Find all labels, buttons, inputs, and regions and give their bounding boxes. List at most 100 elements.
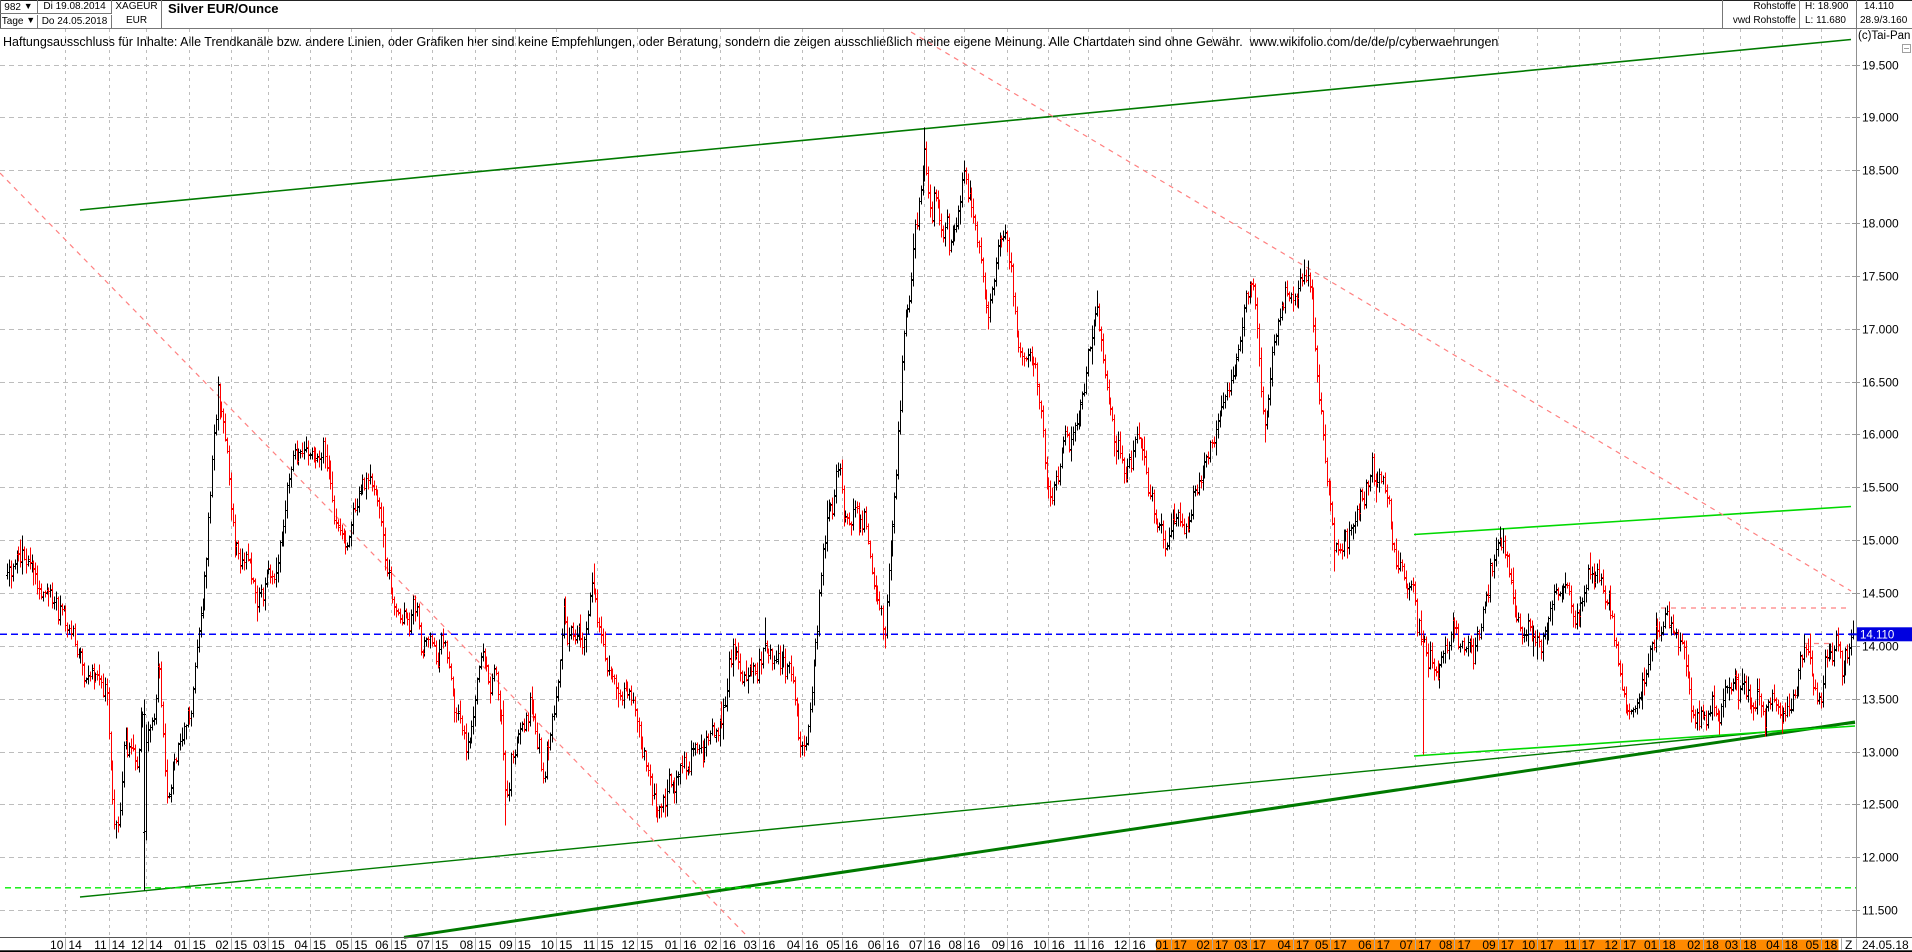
svg-text:10: 10 [541, 938, 555, 952]
svg-text:17: 17 [1582, 938, 1596, 952]
svg-text:17: 17 [1333, 938, 1347, 952]
svg-text:15: 15 [313, 938, 327, 952]
svg-text:01: 01 [1644, 938, 1658, 952]
svg-text:15: 15 [234, 938, 248, 952]
svg-text:17.000: 17.000 [1862, 323, 1899, 337]
svg-text:09: 09 [992, 938, 1006, 952]
svg-text:12: 12 [1605, 938, 1619, 952]
svg-text:03: 03 [1234, 938, 1248, 952]
svg-text:18: 18 [1706, 938, 1720, 952]
svg-text:17: 17 [1215, 938, 1229, 952]
svg-text:02: 02 [1687, 938, 1701, 952]
svg-text:16.000: 16.000 [1862, 428, 1899, 442]
svg-text:16: 16 [723, 938, 737, 952]
svg-text:10: 10 [50, 938, 64, 952]
svg-text:11: 11 [94, 938, 107, 952]
svg-text:04: 04 [1766, 938, 1780, 952]
svg-text:15: 15 [394, 938, 408, 952]
svg-text:08: 08 [460, 938, 474, 952]
svg-text:05: 05 [1806, 938, 1820, 952]
svg-text:01: 01 [1155, 938, 1169, 952]
svg-text:12: 12 [1114, 938, 1128, 952]
svg-text:03: 03 [1725, 938, 1739, 952]
svg-text:03: 03 [253, 938, 267, 952]
svg-text:18.000: 18.000 [1862, 217, 1899, 231]
svg-text:17: 17 [1253, 938, 1267, 952]
svg-text:08: 08 [1439, 938, 1453, 952]
svg-text:15: 15 [478, 938, 492, 952]
svg-text:14: 14 [112, 938, 126, 952]
svg-text:15: 15 [271, 938, 285, 952]
svg-text:14: 14 [149, 938, 163, 952]
svg-text:07: 07 [417, 938, 431, 952]
svg-text:10: 10 [1522, 938, 1536, 952]
svg-text:16: 16 [762, 938, 776, 952]
svg-text:07: 07 [1400, 938, 1414, 952]
svg-text:11: 11 [583, 938, 596, 952]
svg-text:09: 09 [1482, 938, 1496, 952]
svg-text:06: 06 [375, 938, 389, 952]
svg-text:03: 03 [744, 938, 758, 952]
svg-text:18: 18 [1743, 938, 1757, 952]
svg-text:14.110: 14.110 [1860, 630, 1894, 642]
svg-text:16: 16 [1051, 938, 1065, 952]
svg-text:01: 01 [174, 938, 188, 952]
svg-text:14.500: 14.500 [1862, 587, 1899, 601]
svg-text:18.500: 18.500 [1862, 164, 1899, 178]
svg-text:16: 16 [805, 938, 819, 952]
svg-text:16: 16 [967, 938, 981, 952]
svg-text:11.500: 11.500 [1862, 904, 1898, 918]
svg-text:16: 16 [1091, 938, 1105, 952]
svg-text:16: 16 [1010, 938, 1024, 952]
svg-text:13.000: 13.000 [1862, 746, 1899, 760]
svg-text:17: 17 [1457, 938, 1471, 952]
svg-text:24.05.18: 24.05.18 [1862, 938, 1909, 952]
svg-text:06: 06 [1358, 938, 1372, 952]
svg-text:17: 17 [1377, 938, 1391, 952]
svg-text:15: 15 [600, 938, 614, 952]
svg-text:15: 15 [435, 938, 449, 952]
svg-text:13.500: 13.500 [1862, 693, 1899, 707]
svg-text:16: 16 [683, 938, 697, 952]
svg-text:16: 16 [845, 938, 859, 952]
svg-text:15: 15 [192, 938, 206, 952]
svg-text:18: 18 [1824, 938, 1838, 952]
svg-text:05: 05 [336, 938, 350, 952]
svg-text:15.000: 15.000 [1862, 534, 1899, 548]
svg-text:08: 08 [949, 938, 963, 952]
svg-text:11: 11 [1073, 938, 1086, 952]
svg-text:15: 15 [559, 938, 573, 952]
svg-text:17: 17 [1501, 938, 1515, 952]
svg-text:18: 18 [1662, 938, 1676, 952]
svg-text:16: 16 [886, 938, 900, 952]
svg-text:16: 16 [1132, 938, 1146, 952]
svg-text:12.500: 12.500 [1862, 798, 1899, 812]
svg-text:15: 15 [518, 938, 532, 952]
svg-text:14: 14 [68, 938, 82, 952]
svg-text:15.500: 15.500 [1862, 481, 1899, 495]
svg-text:Z: Z [1845, 938, 1852, 952]
svg-text:06: 06 [868, 938, 882, 952]
svg-text:14.000: 14.000 [1862, 640, 1899, 654]
svg-text:19.500: 19.500 [1862, 59, 1899, 73]
svg-text:12.000: 12.000 [1862, 851, 1899, 865]
svg-text:17: 17 [1296, 938, 1310, 952]
svg-text:17: 17 [1174, 938, 1188, 952]
svg-text:02: 02 [215, 938, 229, 952]
svg-text:01: 01 [665, 938, 679, 952]
svg-text:15: 15 [354, 938, 368, 952]
svg-text:02: 02 [704, 938, 718, 952]
svg-text:04: 04 [294, 938, 308, 952]
svg-text:18: 18 [1785, 938, 1799, 952]
svg-text:16.500: 16.500 [1862, 376, 1899, 390]
svg-text:17: 17 [1540, 938, 1554, 952]
svg-text:17: 17 [1418, 938, 1432, 952]
svg-text:04: 04 [1277, 938, 1291, 952]
svg-text:05: 05 [826, 938, 840, 952]
svg-text:07: 07 [909, 938, 923, 952]
svg-text:12: 12 [131, 938, 145, 952]
svg-text:17: 17 [1623, 938, 1637, 952]
svg-text:10: 10 [1033, 938, 1047, 952]
svg-text:04: 04 [787, 938, 801, 952]
svg-text:16: 16 [927, 938, 941, 952]
